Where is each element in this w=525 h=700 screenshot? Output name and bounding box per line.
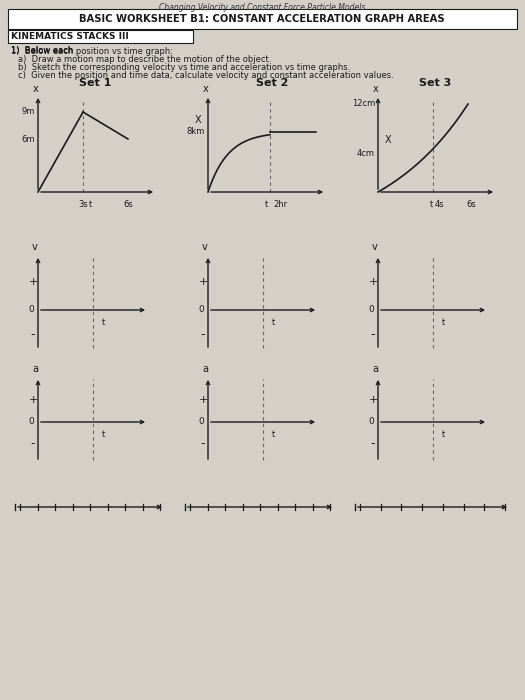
Text: +: + (369, 395, 377, 405)
Text: t: t (265, 200, 268, 209)
Text: Set 2: Set 2 (256, 78, 288, 88)
Text: -: - (31, 328, 35, 342)
Text: t: t (271, 318, 275, 327)
Text: a: a (32, 364, 38, 374)
Text: +: + (28, 277, 38, 287)
Text: v: v (372, 242, 378, 252)
Text: 12cm: 12cm (352, 99, 375, 108)
Bar (8, 9, 517, 29)
Text: 0: 0 (198, 305, 204, 314)
Text: Changing Velocity and Constant Force Particle Models: Changing Velocity and Constant Force Par… (159, 4, 365, 13)
Text: X: X (195, 115, 201, 125)
Text: a: a (202, 364, 208, 374)
Text: +: + (198, 277, 208, 287)
Text: 6s: 6s (123, 200, 133, 209)
Text: x: x (33, 84, 39, 94)
Text: b)  Sketch the corresponding velocity vs time and acceleration vs time graphs.: b) Sketch the corresponding velocity vs … (18, 64, 350, 73)
Text: -: - (201, 328, 205, 342)
Text: c)  Given the position and time data, calculate velocity and constant accelerati: c) Given the position and time data, cal… (18, 71, 394, 80)
Text: 0: 0 (368, 305, 374, 314)
Text: v: v (32, 242, 38, 252)
Text: -: - (201, 438, 205, 451)
Text: KINEMATICS STACKS III: KINEMATICS STACKS III (11, 32, 129, 41)
Text: a: a (372, 364, 378, 374)
Text: 1)  Below each: 1) Below each (11, 46, 76, 55)
Text: t: t (89, 200, 92, 209)
Text: x: x (373, 84, 379, 94)
Text: -: - (371, 328, 375, 342)
Text: t: t (430, 200, 433, 209)
Text: -: - (371, 438, 375, 451)
Text: t: t (101, 318, 104, 327)
Text: +: + (28, 395, 38, 405)
Text: t: t (101, 430, 104, 439)
Text: 0: 0 (368, 417, 374, 426)
Text: 0: 0 (28, 417, 34, 426)
Text: 4cm: 4cm (357, 150, 375, 158)
Text: x: x (203, 84, 209, 94)
Bar (8, 30, 193, 43)
Text: 1)  Below each: 1) Below each (11, 46, 76, 55)
Text: 4s: 4s (435, 200, 445, 209)
Text: Set 1: Set 1 (79, 78, 111, 88)
Text: 6m: 6m (22, 134, 35, 144)
Text: -: - (31, 438, 35, 451)
Text: X: X (385, 135, 391, 145)
Text: 6s: 6s (466, 200, 476, 209)
Text: +: + (198, 395, 208, 405)
Text: 1)  Below each position vs time graph:: 1) Below each position vs time graph: (11, 46, 173, 55)
Text: 3s: 3s (78, 200, 88, 209)
Text: t: t (442, 430, 445, 439)
Text: v: v (202, 242, 208, 252)
Text: Set 3: Set 3 (419, 78, 451, 88)
Text: 0: 0 (28, 305, 34, 314)
Text: 2hr: 2hr (273, 200, 287, 209)
Text: BASIC WORKSHEET B1: CONSTANT ACCELERATION GRAPH AREAS: BASIC WORKSHEET B1: CONSTANT ACCELERATIO… (79, 14, 445, 24)
Text: a)  Draw a motion map to describe the motion of the object.: a) Draw a motion map to describe the mot… (18, 55, 271, 64)
Text: 9m: 9m (22, 108, 35, 116)
Text: 0: 0 (198, 417, 204, 426)
Text: t: t (271, 430, 275, 439)
Text: 8km: 8km (186, 127, 205, 136)
Text: +: + (369, 277, 377, 287)
Text: t: t (442, 318, 445, 327)
